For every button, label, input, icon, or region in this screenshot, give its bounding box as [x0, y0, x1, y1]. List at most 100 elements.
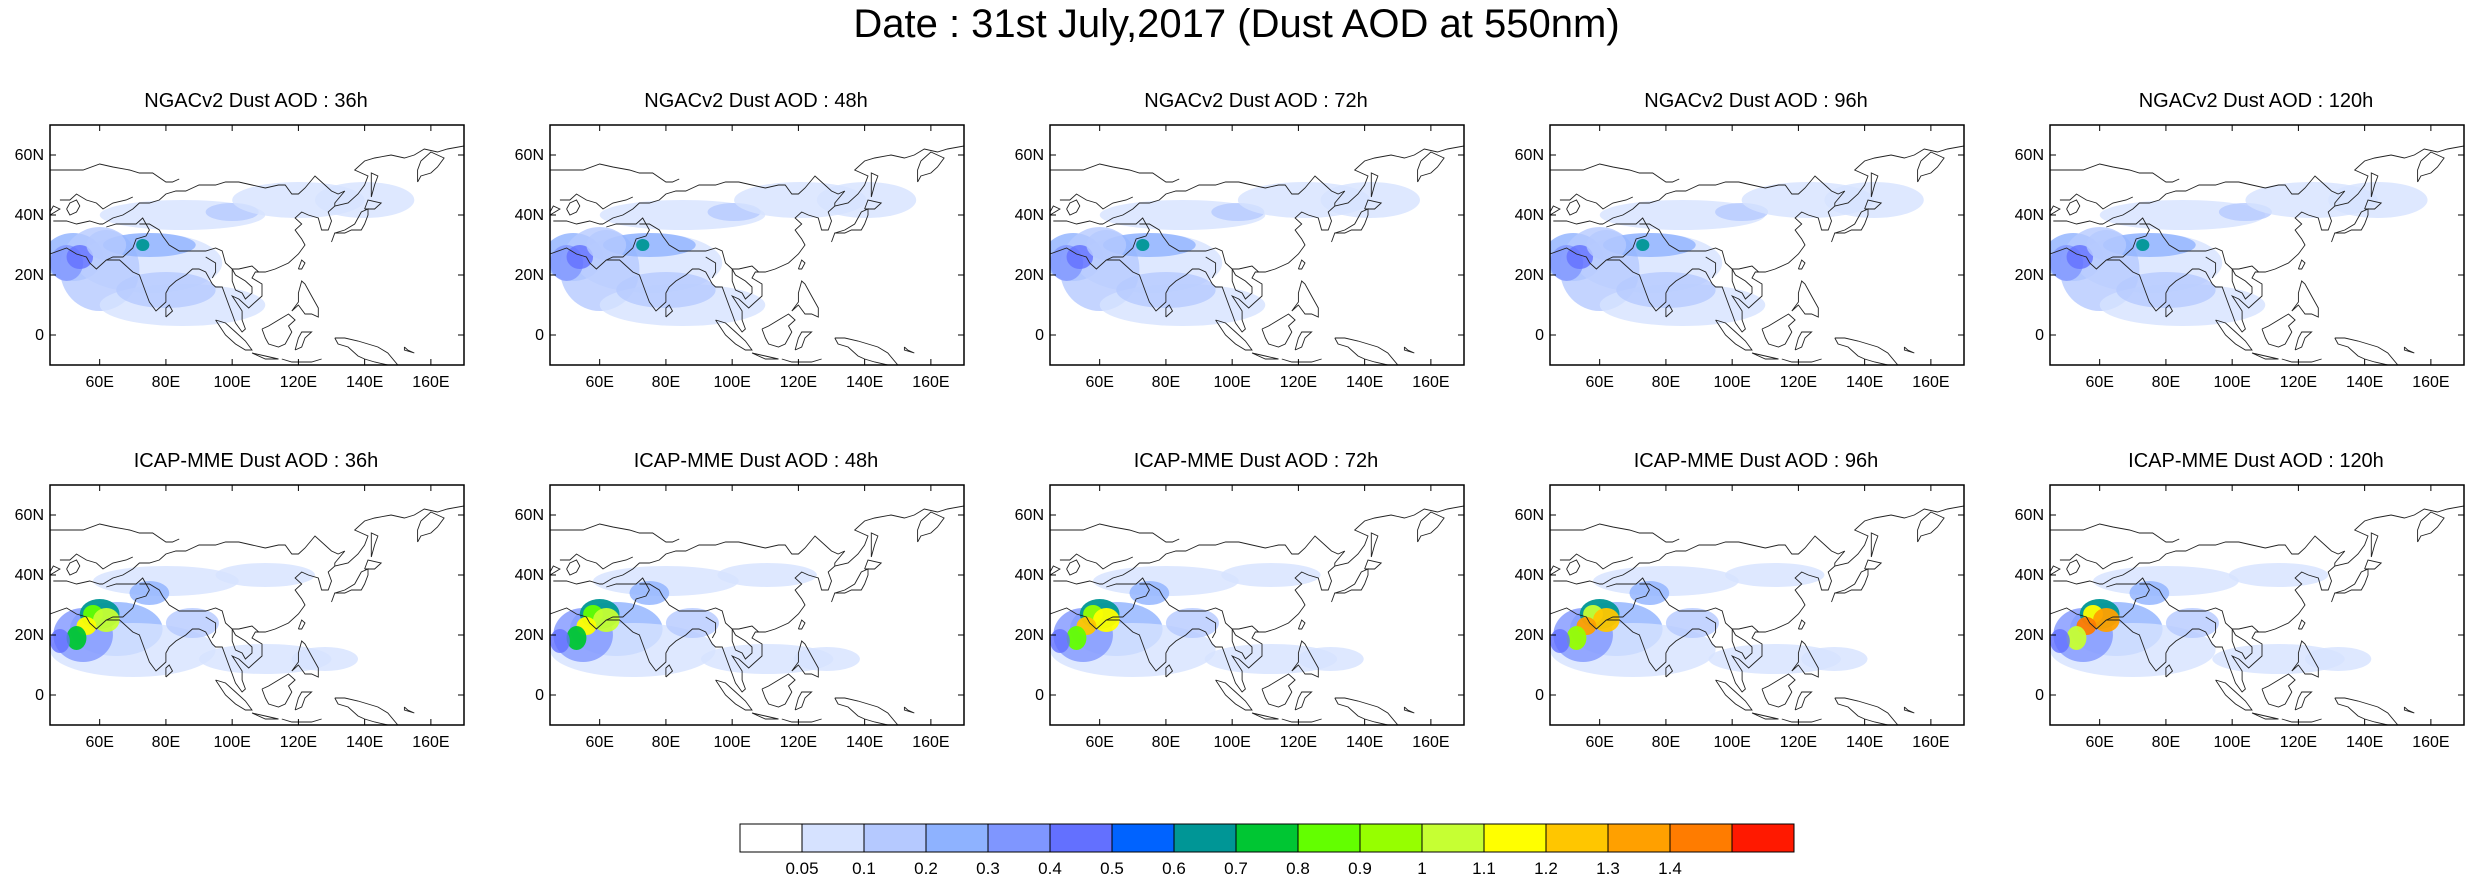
lon-tick-label: 140E: [1346, 374, 1383, 391]
aod-blob: [2050, 629, 2070, 653]
lon-tick-label: 120E: [780, 734, 817, 751]
lon-tick-label: 120E: [2280, 374, 2317, 391]
lat-tick-label: 0: [2035, 327, 2044, 344]
aod-blob: [793, 647, 860, 671]
dust-aod-field: [1550, 182, 1924, 326]
colorbar-box: [1421, 823, 1485, 853]
aod-blob: [2066, 626, 2087, 650]
lat-tick-label: 60N: [1015, 507, 1044, 524]
lon-tick-label: 100E: [1213, 374, 1250, 391]
map-panel-icap-48: 60E 80E 100E 120E 140E 160E 0 20N 40N 60N: [515, 484, 965, 751]
lon-tick-label: 80E: [652, 734, 680, 751]
lat-tick-label: 60N: [515, 507, 544, 524]
colorbar-label: 1.2: [1534, 859, 1558, 874]
colorbar-box: [987, 823, 1051, 853]
lon-tick-label: 120E: [1780, 734, 1817, 751]
lat-tick-label: 0: [35, 327, 44, 344]
lat-tick-label: 40N: [15, 567, 44, 584]
colorbar-label: 0.2: [914, 859, 938, 874]
colorbar-label: 1.1: [1472, 859, 1496, 874]
lat-tick-label: 60N: [1515, 147, 1544, 164]
colorbar-label: 0.8: [1286, 859, 1310, 874]
aod-blob: [129, 581, 170, 605]
aod-blob: [1050, 629, 1070, 653]
lat-tick-label: 40N: [2015, 567, 2044, 584]
coastline: [2050, 505, 2464, 725]
aod-blob: [2086, 230, 2127, 260]
aod-blob: [1129, 581, 1170, 605]
aod-blob: [1566, 245, 1594, 269]
lon-tick-label: 140E: [2346, 374, 2383, 391]
lat-tick-label: 60N: [515, 147, 544, 164]
map-panel-icap-36: 60E 80E 100E 120E 140E 160E 0 20N 40N 60N: [15, 484, 465, 751]
colorbar-box: [1669, 823, 1733, 853]
panel-title-ngac-120: NGACv2 Dust AOD : 120h: [2138, 90, 2374, 112]
dust-aod-field: [2050, 182, 2428, 326]
colorbar: 0.05 0.1 0.2 0.3 0.4 0.5 0.6 0.7 0.8 0.9 1 1.1 1.2 1.…: [739, 823, 1795, 874]
colorbar-box: [1235, 823, 1299, 853]
map-frame: [1549, 484, 1965, 726]
aod-blob: [636, 239, 650, 251]
lat-tick-label: 60N: [1515, 507, 1544, 524]
lat-tick-label: 40N: [515, 207, 544, 224]
colorbar-label: 1.3: [1596, 859, 1620, 874]
aod-blob: [215, 563, 315, 587]
lon-tick-label: 60E: [2085, 374, 2113, 391]
lon-tick-label: 120E: [1280, 734, 1317, 751]
lon-tick-label: 120E: [780, 374, 817, 391]
map-frame: [1049, 124, 1465, 366]
colorbar-box: [1111, 823, 1175, 853]
colorbar-box: [1297, 823, 1361, 853]
colorbar-box: [863, 823, 927, 853]
aod-blob: [1550, 629, 1570, 653]
panel-title-icap-96: ICAP-MME Dust AOD : 96h: [1633, 450, 1879, 472]
coastline: [1050, 145, 1464, 365]
lon-tick-label: 140E: [1846, 734, 1883, 751]
lon-tick-label: 100E: [2213, 734, 2250, 751]
aod-blob: [550, 629, 570, 653]
map-panel-icap-96: 60E 80E 100E 120E 140E 160E 0 20N 40N 60N: [1515, 484, 1965, 751]
coastline: [550, 505, 964, 725]
aod-blob: [1566, 626, 1587, 650]
map-frame: [549, 124, 965, 366]
aod-blob: [1116, 272, 1216, 308]
coastline: [50, 505, 464, 725]
lon-tick-label: 160E: [412, 734, 449, 751]
map-panel-icap-72: 60E 80E 100E 120E 140E 160E 0 20N 40N 60N: [1015, 484, 1465, 751]
lon-tick-label: 80E: [152, 734, 180, 751]
figure-title: Date : 31st July,2017 (Dust AOD at 550nm…: [853, 2, 1620, 46]
colorbar-label: 0.3: [976, 859, 1000, 874]
coastline: [1550, 145, 1964, 365]
panel-title-icap-48: ICAP-MME Dust AOD : 48h: [633, 450, 879, 472]
aod-blob: [1665, 608, 1719, 638]
lat-tick-label: 40N: [15, 207, 44, 224]
aod-blob: [2165, 608, 2219, 638]
lon-tick-label: 160E: [1412, 374, 1449, 391]
lat-tick-label: 40N: [1515, 567, 1544, 584]
lat-tick-label: 0: [535, 687, 544, 704]
lat-tick-label: 0: [1035, 327, 1044, 344]
lon-tick-label: 100E: [2213, 374, 2250, 391]
map-frame: [2049, 124, 2465, 366]
aod-blob: [2212, 644, 2345, 674]
lon-tick-label: 60E: [585, 374, 613, 391]
dust-aod-field: [1550, 563, 1868, 677]
aod-blob: [616, 272, 716, 308]
lat-tick-label: 20N: [1015, 267, 1044, 284]
lon-tick-label: 140E: [846, 734, 883, 751]
lon-tick-label: 120E: [280, 374, 317, 391]
map-frame: [49, 484, 465, 726]
lat-tick-label: 20N: [2015, 267, 2044, 284]
colorbar-box: [1359, 823, 1423, 853]
dust-aod-field: [2050, 563, 2372, 677]
coastline: [1050, 505, 1464, 725]
aod-blob: [1297, 647, 1364, 671]
aod-blob: [2116, 272, 2216, 308]
panel-title-icap-36: ICAP-MME Dust AOD : 36h: [133, 450, 379, 472]
lat-tick-label: 40N: [1015, 567, 1044, 584]
coastline: [50, 145, 464, 365]
lon-tick-label: 80E: [652, 374, 680, 391]
map-frame: [549, 484, 965, 726]
lon-tick-label: 100E: [1713, 374, 1750, 391]
